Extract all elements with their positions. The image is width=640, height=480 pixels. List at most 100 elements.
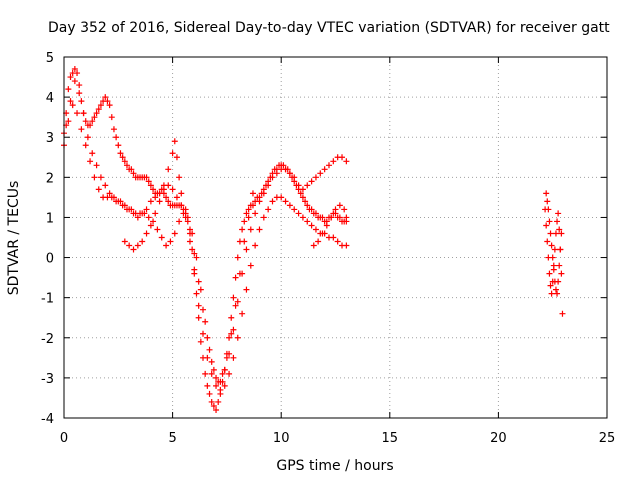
data-point — [110, 126, 117, 133]
data-point — [228, 314, 235, 321]
data-point — [325, 162, 332, 169]
data-point — [295, 182, 302, 189]
data-point — [147, 182, 154, 189]
data-point — [147, 198, 154, 205]
data-point — [228, 330, 235, 337]
data-point — [184, 214, 191, 221]
data-point — [106, 190, 113, 197]
data-point — [210, 402, 217, 409]
data-point — [176, 218, 183, 225]
data-point — [145, 214, 152, 221]
y-tick-label: 4 — [46, 91, 54, 106]
data-point — [297, 190, 304, 197]
y-tick-label: 3 — [46, 131, 54, 146]
data-point — [241, 238, 248, 245]
data-point — [548, 242, 555, 249]
data-point — [150, 186, 157, 193]
data-point — [336, 202, 343, 209]
data-point — [95, 186, 102, 193]
data-point — [330, 234, 337, 241]
data-point — [319, 214, 326, 221]
data-point — [191, 270, 198, 277]
data-point — [180, 210, 187, 217]
data-point — [219, 370, 226, 377]
data-point — [295, 210, 302, 217]
data-point — [93, 110, 100, 117]
data-point — [163, 242, 170, 249]
x-tick-label: 10 — [273, 431, 290, 446]
data-point — [65, 86, 72, 93]
data-point — [247, 262, 254, 269]
data-point — [110, 194, 117, 201]
data-point — [217, 386, 224, 393]
y-tick-label: 5 — [46, 51, 54, 66]
plot-frame — [63, 56, 608, 419]
data-point — [260, 190, 267, 197]
data-point — [152, 210, 159, 217]
data-point — [80, 110, 87, 117]
data-point — [544, 238, 551, 245]
data-point — [121, 158, 128, 165]
data-point — [221, 366, 228, 373]
data-point — [200, 330, 207, 337]
data-point — [143, 206, 150, 213]
data-point — [189, 246, 196, 253]
data-point — [555, 278, 562, 285]
data-point — [265, 182, 272, 189]
data-point — [213, 382, 220, 389]
data-point — [76, 90, 83, 97]
data-point — [299, 186, 306, 193]
data-point — [206, 390, 213, 397]
grid — [64, 57, 607, 418]
data-point — [178, 202, 185, 209]
data-point — [252, 242, 259, 249]
data-point — [299, 214, 306, 221]
data-point — [547, 230, 554, 237]
data-points — [61, 66, 566, 413]
data-point — [119, 154, 126, 161]
data-point — [247, 226, 254, 233]
data-point — [123, 162, 130, 169]
data-point — [171, 230, 178, 237]
data-point — [291, 206, 298, 213]
data-point — [193, 254, 200, 261]
data-point — [239, 310, 246, 317]
data-point — [82, 142, 89, 149]
x-tick-label: 25 — [599, 431, 616, 446]
data-point — [341, 206, 348, 213]
data-point — [152, 194, 159, 201]
data-point — [91, 174, 98, 181]
data-point — [208, 398, 215, 405]
data-point — [241, 218, 248, 225]
data-point — [549, 278, 556, 285]
data-point — [189, 230, 196, 237]
data-point — [117, 150, 124, 157]
data-point — [121, 238, 128, 245]
data-point — [312, 210, 319, 217]
data-point — [230, 354, 237, 361]
data-point — [308, 206, 315, 213]
data-point — [239, 226, 246, 233]
data-point — [182, 206, 189, 213]
y-tick-label: -2 — [41, 332, 54, 347]
data-point — [543, 222, 550, 229]
data-point — [167, 238, 174, 245]
data-point — [95, 106, 102, 113]
data-point — [556, 226, 563, 233]
data-series — [310, 202, 350, 249]
data-point — [102, 182, 109, 189]
data-point — [236, 270, 243, 277]
data-point — [286, 202, 293, 209]
data-point — [312, 226, 319, 233]
data-point — [330, 158, 337, 165]
data-point — [171, 138, 178, 145]
data-point — [130, 246, 137, 253]
x-axis-label: GPS time / hours — [276, 458, 393, 474]
data-point — [204, 334, 211, 341]
data-point — [145, 178, 152, 185]
data-point — [156, 190, 163, 197]
data-point — [197, 338, 204, 345]
data-point — [156, 198, 163, 205]
data-series — [543, 190, 565, 297]
data-point — [195, 278, 202, 285]
